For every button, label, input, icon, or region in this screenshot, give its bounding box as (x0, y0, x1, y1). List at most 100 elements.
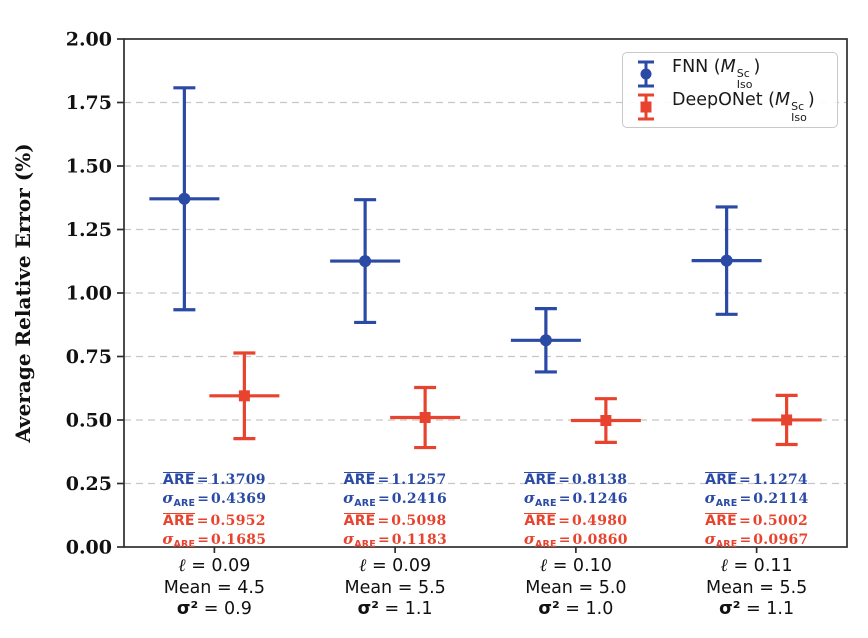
are-value: = 0.4980 (558, 513, 628, 529)
sigma-row: σARE = 0.0860 (491, 530, 661, 554)
legend-item-fnn: FNN (M Sc Iso) (635, 57, 827, 90)
are-value: = 0.5002 (738, 513, 809, 529)
are-value: = 0.5952 (196, 513, 266, 529)
sigma-value: = 0.2416 (377, 491, 448, 507)
are-value: = 0.5098 (377, 513, 447, 529)
are-label: ARE (343, 472, 376, 488)
are-label: ARE (705, 472, 737, 488)
data-point-circle (720, 254, 733, 267)
are-row: ARE = 1.1274 (672, 471, 842, 489)
data-point-square (419, 412, 431, 424)
data-point-square (238, 390, 250, 402)
y-tick-value: 1.50 (66, 156, 112, 178)
legend-label-fnn: FNN (M Sc Iso) (672, 57, 761, 91)
sup-sub-stack: Sc Iso (791, 100, 807, 124)
sigma-row: σARE = 0.4369 (129, 489, 299, 513)
data-point-circle (539, 334, 552, 347)
mean-line: Mean = 4.5 (163, 577, 266, 598)
annotation-deeponet-g2: ARE = 0.5098 σARE = 0.1183 (310, 512, 480, 554)
sigma-label: σARE (523, 489, 557, 509)
sigma-value: = 0.1183 (377, 532, 448, 548)
sigma-row: σARE = 0.1685 (129, 530, 299, 554)
sigma-label: σARE (704, 489, 738, 509)
y-tick-value: 1.00 (66, 283, 112, 305)
length-scale-line: ℓ = 0.09 (178, 556, 251, 576)
annotation-deeponet-g1: ARE = 0.5952 σARE = 0.1685 (129, 512, 299, 554)
sigma-value: = 0.2114 (739, 491, 809, 507)
x-tick-label-g3: ℓ = 0.10 Mean = 5.0 σ² = 1.0 (481, 556, 671, 621)
variance-line: σ² = 1.1 (357, 599, 433, 619)
are-row: ARE = 0.4980 (491, 512, 661, 530)
data-point-circle (178, 192, 191, 205)
length-scale-line: ℓ = 0.10 (539, 556, 612, 576)
sigma-value: = 0.0967 (739, 532, 809, 548)
y-tick-value: 0.50 (66, 410, 112, 432)
y-tick-value: 1.75 (66, 92, 112, 114)
annotation-fnn-g3: ARE = 0.8138 σARE = 0.1246 (491, 471, 661, 513)
sigma-row: σARE = 0.1183 (310, 530, 480, 554)
are-row: ARE = 1.1257 (310, 471, 480, 489)
sigma-value: = 0.4369 (197, 491, 267, 507)
are-label: ARE (524, 513, 557, 529)
are-value: = 1.3709 (196, 472, 266, 488)
variance-line: σ² = 1.0 (538, 599, 614, 619)
variance-line: σ² = 1.1 (719, 599, 795, 619)
sup-sub-stack: Sc Iso (736, 67, 753, 91)
are-value: = 0.8138 (558, 472, 628, 488)
are-row: ARE = 0.5098 (310, 512, 480, 530)
are-label: ARE (705, 513, 737, 529)
are-row: ARE = 0.8138 (491, 471, 661, 489)
data-point-circle (359, 255, 372, 268)
x-tick-label-g4: ℓ = 0.11 Mean = 5.5 σ² = 1.1 (662, 556, 852, 621)
annotation-fnn-g1: ARE = 1.3709 σARE = 0.4369 (129, 471, 299, 513)
y-tick-value: 2.00 (66, 29, 112, 51)
sigma-label: σARE (162, 489, 196, 509)
legend-item-deeponet: DeepONet (M Sc Iso) (635, 90, 827, 123)
are-row: ARE = 0.5952 (129, 512, 299, 530)
sigma-label: σARE (343, 530, 376, 550)
are-value: = 1.1274 (738, 472, 809, 488)
sigma-label: σARE (704, 530, 738, 550)
length-scale-line: ℓ = 0.11 (720, 556, 793, 576)
annotation-fnn-g2: ARE = 1.1257 σARE = 0.2416 (310, 471, 480, 513)
sigma-label: σARE (523, 530, 557, 550)
x-tick-label-g1: ℓ = 0.09 Mean = 4.5 σ² = 0.9 (119, 556, 309, 621)
y-tick-value: 0.25 (66, 473, 112, 495)
x-tick-label-g2: ℓ = 0.09 Mean = 5.5 σ² = 1.1 (300, 556, 490, 621)
legend: FNN (M Sc Iso) DeepONet (M Sc Iso) (622, 52, 838, 128)
sigma-label: σARE (162, 530, 196, 550)
mean-line: Mean = 5.5 (344, 577, 446, 598)
sigma-value: = 0.0860 (558, 532, 628, 548)
sigma-value: = 0.1246 (558, 491, 628, 507)
sigma-row: σARE = 0.0967 (672, 530, 842, 554)
are-row: ARE = 0.5002 (672, 512, 842, 530)
length-scale-line: ℓ = 0.09 (359, 556, 432, 576)
are-label: ARE (524, 472, 557, 488)
are-row: ARE = 1.3709 (129, 471, 299, 489)
sigma-value: = 0.1685 (197, 532, 267, 548)
are-label: ARE (162, 513, 195, 529)
y-axis-title: Average Relative Error (%) (11, 143, 35, 443)
errorbar-square-icon (638, 93, 654, 120)
are-value: = 1.1257 (377, 472, 447, 488)
errorbar-circle-icon (638, 60, 654, 87)
data-point-square (600, 415, 612, 427)
are-label: ARE (343, 513, 376, 529)
y-tick-value: 1.25 (66, 219, 112, 241)
data-point-square (781, 414, 793, 426)
annotation-deeponet-g3: ARE = 0.4980 σARE = 0.0860 (491, 512, 661, 554)
sigma-row: σARE = 0.2416 (310, 489, 480, 513)
sigma-row: σARE = 0.1246 (491, 489, 661, 513)
sigma-label: σARE (343, 489, 376, 509)
legend-label-deeponet: DeepONet (M Sc Iso) (672, 90, 815, 124)
annotation-fnn-g4: ARE = 1.1274 σARE = 0.2114 (672, 471, 842, 513)
are-label: ARE (162, 472, 195, 488)
mean-line: Mean = 5.0 (525, 577, 627, 598)
y-tick-value: 0.75 (66, 346, 112, 368)
variance-line: σ² = 0.9 (176, 599, 252, 619)
annotation-deeponet-g4: ARE = 0.5002 σARE = 0.0967 (672, 512, 842, 554)
mean-line: Mean = 5.5 (705, 577, 808, 598)
sigma-row: σARE = 0.2114 (672, 489, 842, 513)
